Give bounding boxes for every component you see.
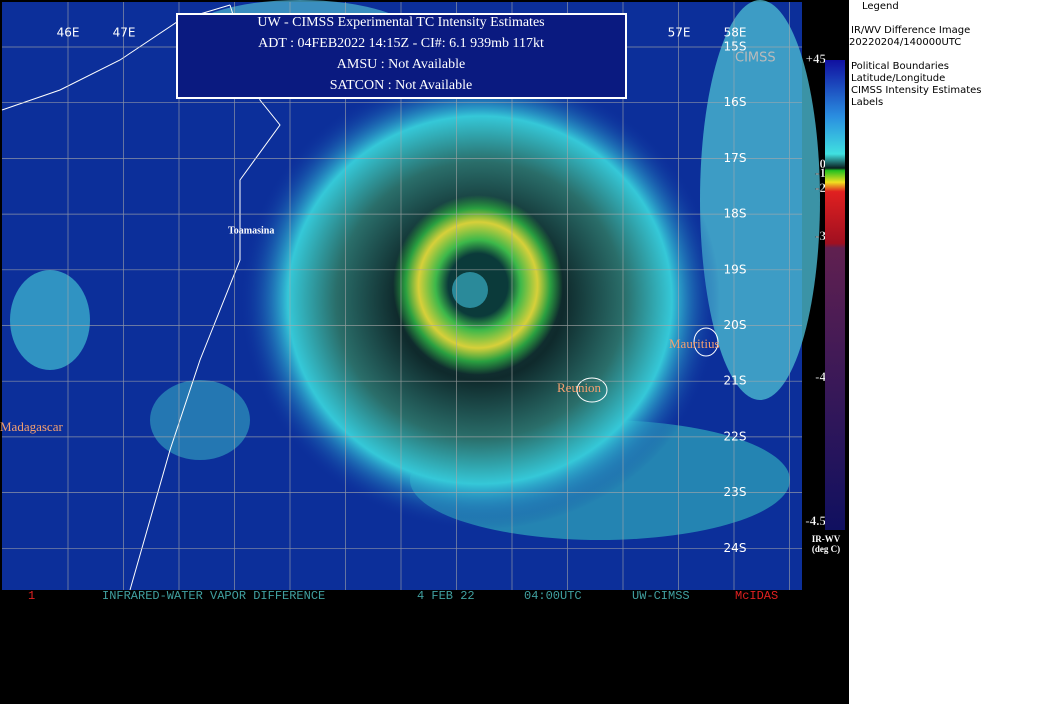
latitude-label: 18S <box>724 207 747 221</box>
longitude-label: 46E <box>57 26 80 40</box>
logo-text: CIMSS <box>735 51 776 66</box>
latitude-label: 23S <box>724 485 747 499</box>
colorbar-unit: IR-WV <box>812 534 841 544</box>
footer-text: 04:00UTC <box>524 589 582 603</box>
longitude-label: 47E <box>113 26 136 40</box>
place-label: Mauritius <box>669 336 720 351</box>
latitude-label: 19S <box>724 262 747 276</box>
legend-item: Latitude/Longitude <box>851 73 945 84</box>
legend-item: Labels <box>851 97 883 108</box>
legend-image: IR/WV Difference Image <box>851 25 970 36</box>
header-line: SATCON : Not Available <box>330 78 472 93</box>
place-label: Reunion <box>557 380 602 395</box>
header-line: AMSU : Not Available <box>337 57 465 72</box>
legend-item: Political Boundaries <box>851 61 949 72</box>
colorbar-label: -4 <box>815 369 826 384</box>
colorbar <box>825 60 845 530</box>
legend-title: Legend <box>862 1 899 12</box>
header-line: ADT : 04FEB2022 14:15Z - CI#: 6.1 939mb … <box>258 36 544 51</box>
footer-text: McIDAS <box>735 589 778 603</box>
legend-item: CIMSS Intensity Estimates <box>851 85 982 96</box>
latitude-label: 24S <box>724 541 747 555</box>
place-label: Toamasina <box>228 225 274 236</box>
reunion-outline <box>576 377 608 403</box>
colorbar-label: -4.5 <box>805 513 826 528</box>
mauritius-outline <box>693 327 719 357</box>
footer-text: UW-CIMSS <box>632 589 690 603</box>
legend-panel <box>849 0 1049 600</box>
eye <box>452 272 488 308</box>
header-line: UW - CIMSS Experimental TC Intensity Est… <box>257 15 544 30</box>
colorbar-label: 0 <box>820 156 827 171</box>
latitude-label: 21S <box>724 374 747 388</box>
place-label: Madagascar <box>0 419 63 434</box>
footer-text: 4 FEB 22 <box>417 589 475 603</box>
legend-timestamp: 20220204/140000UTC <box>849 37 961 48</box>
colorbar-unit: (deg C) <box>812 544 840 554</box>
latitude-label: 20S <box>724 318 747 332</box>
latitude-label: 17S <box>724 151 747 165</box>
latitude-label: 22S <box>724 429 747 443</box>
latitude-label: 15S <box>724 40 747 54</box>
colorbar-label: -1 <box>815 165 826 180</box>
colorbar-label: -3 <box>815 228 826 243</box>
longitude-label: 58E <box>724 26 747 40</box>
latitude-label: 16S <box>724 95 747 109</box>
header-box <box>176 13 627 99</box>
footer-text: 1 <box>28 589 35 603</box>
colorbar-label: +45 <box>806 51 827 66</box>
footer-text: INFRARED-WATER VAPOR DIFFERENCE <box>102 589 325 603</box>
longitude-label: 57E <box>668 26 691 40</box>
colorbar-label: -2 <box>815 180 826 195</box>
